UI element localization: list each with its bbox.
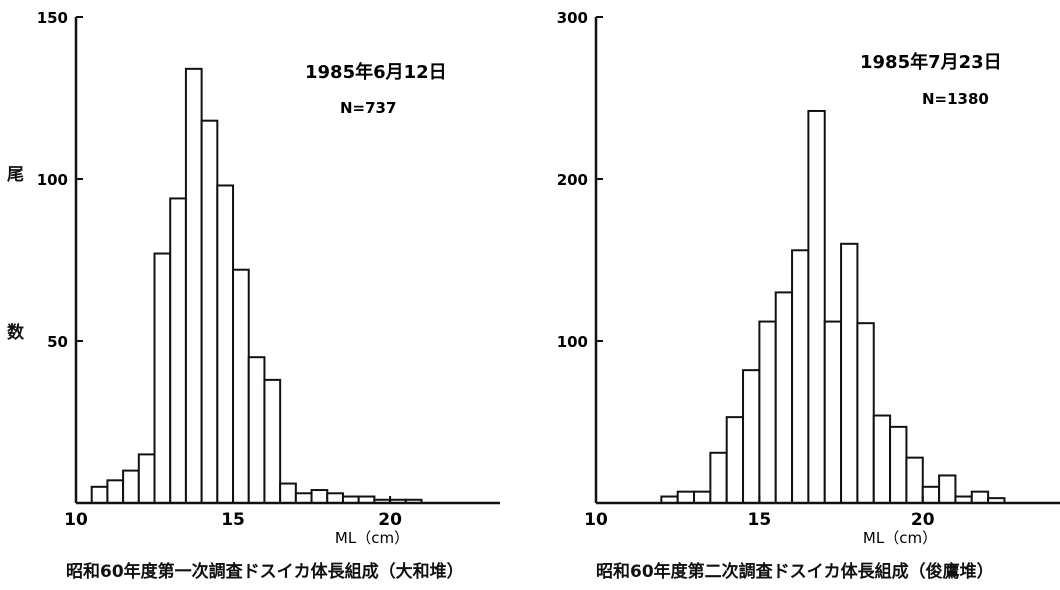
chart-1-bar xyxy=(184,67,203,504)
chart-1-bar xyxy=(137,453,156,504)
chart-1-y-tick-label: 50 xyxy=(47,333,68,351)
chart-1-bar xyxy=(247,356,266,505)
chart-1-bar xyxy=(294,492,313,504)
chart-1-bar xyxy=(200,119,219,505)
chart-2-bar xyxy=(807,109,826,505)
chart-1-x-axis-label: ML（cm） xyxy=(335,529,409,547)
chart-1-bar xyxy=(263,378,282,505)
chart-1-bar xyxy=(90,485,109,504)
chart-2-x-tick-label: 20 xyxy=(911,510,935,530)
chart-2-bar xyxy=(758,320,777,504)
chart-1-bar xyxy=(326,492,344,504)
y-axis-label-char-2: 数 xyxy=(7,323,24,343)
chart-2-bar xyxy=(676,490,696,505)
chart-1-bar xyxy=(169,197,187,504)
chart-2-bar xyxy=(872,414,892,504)
chart-2-bar xyxy=(856,322,875,504)
chart-1-bar xyxy=(279,482,297,504)
chart-2-bar xyxy=(905,456,924,505)
chart-2-caption: 昭和60年度第二次調査ドスイカ体長組成（俊鷹堆） xyxy=(596,562,994,582)
chart-2-bar xyxy=(709,451,728,504)
chart-2-y-tick-label: 100 xyxy=(557,333,588,351)
chart-1-caption: 昭和60年度第一次調査ドスイカ体長組成（大和堆） xyxy=(66,562,464,582)
chart-2-x-axis-label: ML（cm） xyxy=(863,529,937,547)
chart-2-x-tick-label: 15 xyxy=(748,510,772,530)
chart-1-y-tick-label: 100 xyxy=(37,171,68,189)
chart-2-bar xyxy=(742,369,761,504)
chart-2-bar xyxy=(889,425,908,504)
y-axis-label-char-1: 尾 xyxy=(7,165,24,185)
chart-2-y-tick-label: 300 xyxy=(557,9,588,27)
chart-1-x-tick-label: 10 xyxy=(64,510,88,530)
chart-1-title: 1985年6月12日 xyxy=(305,61,447,83)
chart-2-bar xyxy=(774,291,794,504)
chart-1-bar xyxy=(216,184,235,504)
chart-1-bar xyxy=(310,489,329,505)
chart-1-bar xyxy=(153,252,172,504)
chart-2-bar xyxy=(725,416,745,505)
chart-2-y-tick-label: 200 xyxy=(557,171,588,189)
chart-1-bar xyxy=(232,268,250,504)
chart-2-bar xyxy=(840,242,859,505)
chart-2-bar xyxy=(791,249,810,504)
chart-2-x-tick-label: 10 xyxy=(584,510,608,530)
chart-1-bar xyxy=(122,469,140,505)
chart-2-bar xyxy=(823,320,843,504)
chart-1-x-tick-label: 20 xyxy=(378,510,402,530)
chart-2-subtitle: N=1380 xyxy=(922,90,989,108)
chart-2-title: 1985年7月23日 xyxy=(860,51,1002,73)
chart-1-bar xyxy=(106,479,125,505)
chart-1-y-tick-label: 150 xyxy=(37,9,68,27)
chart-1-subtitle: N=737 xyxy=(340,99,396,117)
chart-2-bar xyxy=(970,490,990,505)
chart-2-bar xyxy=(921,485,941,504)
chart-2-bar xyxy=(938,474,957,504)
chart-1-x-tick-label: 15 xyxy=(221,510,245,530)
chart-2-bar xyxy=(693,490,712,505)
